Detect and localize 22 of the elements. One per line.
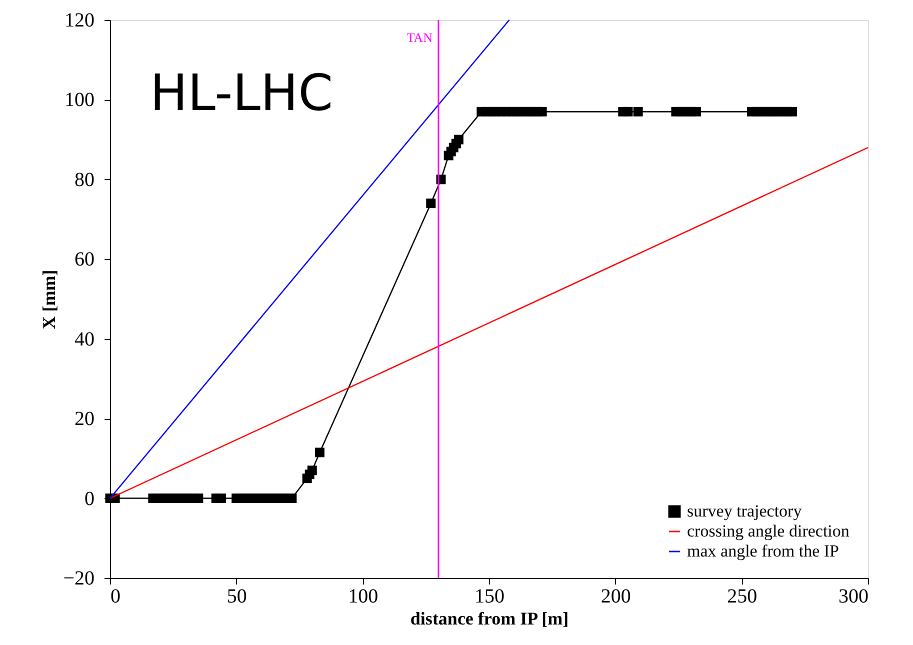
y-tick-label: 80 — [74, 168, 94, 191]
y-tick-label: 120 — [64, 10, 94, 32]
y-tick-label: −20 — [63, 568, 94, 590]
y-tick-label: 60 — [74, 248, 94, 271]
y-tick-label: 40 — [74, 328, 94, 350]
ref-line-label: TAN — [406, 30, 434, 45]
x-tick-label: 200 — [600, 586, 631, 608]
x-tick-label: 150 — [474, 586, 504, 608]
x-tick-label: 100 — [348, 586, 378, 608]
y-tick-label: 20 — [74, 408, 94, 430]
annotation: HL-LHC — [150, 64, 333, 122]
legend-label: survey trajectory — [687, 502, 802, 520]
legend-label: max angle from the IP — [687, 542, 840, 560]
x-tick-label: 50 — [226, 586, 247, 608]
x-tick-label: 250 — [727, 586, 758, 608]
legend-label: crossing angle direction — [687, 522, 850, 540]
y-tick-label: 0 — [84, 488, 94, 510]
y-tick-label: 100 — [64, 89, 94, 112]
y-axis-title: X [mm] — [39, 270, 60, 330]
x-tick-label: 0 — [110, 586, 120, 608]
x-axis-title: distance from IP [m] — [410, 608, 569, 628]
x-tick-label: 300 — [838, 586, 868, 608]
